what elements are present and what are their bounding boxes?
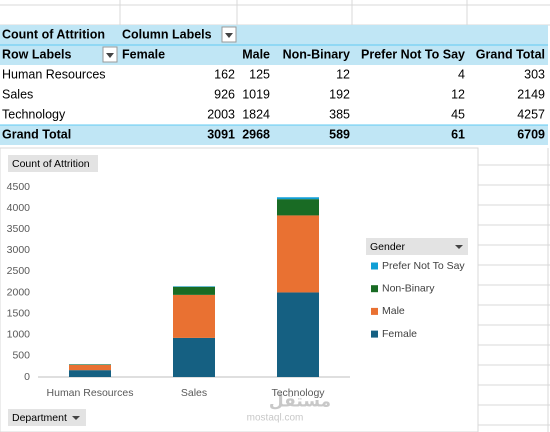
column-header: Prefer Not To Say (361, 47, 465, 61)
total-label: Grand Total (2, 127, 71, 141)
pivot-corner: Count of Attrition (2, 27, 105, 41)
cell-value: 162 (214, 67, 235, 81)
legend-title: Gender (370, 241, 406, 253)
axis-field-label: Department (12, 412, 67, 424)
column-header: Female (122, 47, 165, 61)
cell-value: 1019 (242, 87, 270, 101)
y-tick-label: 4500 (7, 181, 31, 193)
cell-value: 45 (451, 107, 465, 121)
cell-value: 192 (329, 87, 350, 101)
x-tick-label: Sales (181, 387, 207, 399)
cell-value: 12 (336, 67, 350, 81)
y-tick-label: 1500 (7, 307, 31, 319)
value-field-button[interactable] (8, 155, 98, 172)
cell-value: 2149 (517, 87, 545, 101)
value-field-label: Count of Attrition (12, 158, 90, 170)
y-tick-label: 4000 (7, 202, 31, 214)
y-tick-label: 3000 (7, 244, 31, 256)
cell-value: 4 (458, 67, 465, 81)
bar-segment (277, 215, 319, 293)
total-value: 589 (329, 127, 350, 141)
row-labels[interactable]: Row Labels (2, 47, 72, 61)
bar-segment (69, 364, 111, 365)
total-value: 6709 (517, 127, 545, 141)
bar-segment (277, 199, 319, 216)
row-label: Human Resources (2, 67, 106, 81)
column-labels[interactable]: Column Labels (122, 27, 212, 41)
row-label: Sales (2, 87, 33, 101)
dropdown-arrow (106, 53, 114, 58)
cell-value: 303 (524, 67, 545, 81)
cell-value: 2003 (207, 107, 235, 121)
pivot-total-fill (0, 125, 548, 145)
legend-swatch (371, 285, 378, 293)
bar-segment (173, 286, 215, 295)
legend-label: Female (382, 328, 417, 340)
legend-swatch (371, 262, 378, 270)
row-label: Technology (2, 107, 66, 121)
bar-segment (173, 286, 215, 287)
cell-value: 926 (214, 87, 235, 101)
dropdown-arrow (455, 245, 463, 249)
axis-field-button[interactable] (8, 409, 86, 426)
y-tick-label: 1000 (7, 329, 31, 341)
y-tick-label: 500 (12, 350, 30, 362)
bar-segment (69, 370, 111, 377)
y-tick-label: 0 (24, 371, 30, 383)
bar-segment (173, 294, 215, 338)
legend-label: Prefer Not To Say (382, 260, 465, 272)
dropdown-arrow (72, 416, 80, 420)
cell-value: 12 (451, 87, 465, 101)
cell-value: 385 (329, 107, 350, 121)
legend-field-button[interactable] (366, 238, 468, 255)
legend-label: Non-Binary (382, 282, 435, 294)
column-header: Male (242, 47, 270, 61)
total-value: 2968 (242, 127, 270, 141)
cell-value: 1824 (242, 107, 270, 121)
bar-segment (173, 337, 215, 377)
cell-value: 4257 (517, 107, 545, 121)
x-tick-label: Human Resources (47, 387, 134, 399)
watermark: مستقل (269, 391, 331, 410)
total-value: 61 (451, 127, 465, 141)
bar-segment (277, 292, 319, 377)
pivot-chart[interactable] (0, 147, 479, 432)
legend-label: Male (382, 305, 405, 317)
bar-segment (277, 197, 319, 200)
cell-value: 125 (249, 67, 270, 81)
legend-swatch (371, 307, 378, 315)
watermark-url: mostaql.com (247, 413, 304, 424)
dropdown-arrow (225, 33, 233, 38)
y-tick-label: 3500 (7, 223, 31, 235)
legend-swatch (371, 330, 378, 338)
column-header: Non-Binary (283, 47, 350, 61)
x-tick-label: Technology (271, 387, 325, 399)
y-tick-label: 2500 (7, 265, 31, 277)
bar-segment (69, 364, 111, 371)
y-tick-label: 2000 (7, 286, 31, 298)
total-value: 3091 (207, 127, 235, 141)
column-header: Grand Total (476, 47, 545, 61)
